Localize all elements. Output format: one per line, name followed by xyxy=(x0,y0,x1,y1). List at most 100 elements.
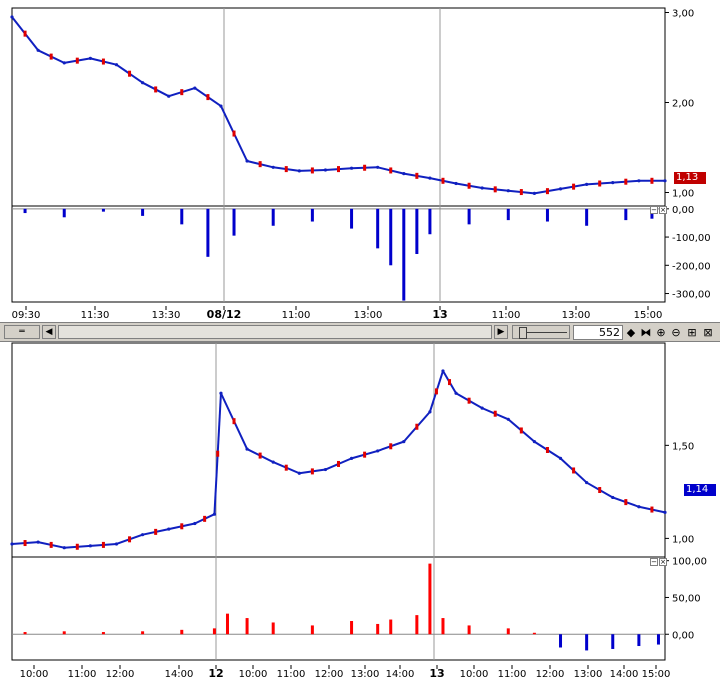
scroll-left-button[interactable]: ◀ xyxy=(42,325,56,339)
top-volume-bar xyxy=(350,208,354,229)
close-chart-icon[interactable]: ⊠ xyxy=(703,326,713,339)
top-price-panel[interactable] xyxy=(10,15,667,196)
zoom-slider-thumb[interactable] xyxy=(519,327,527,339)
bottom-price-point xyxy=(141,533,145,537)
top-volume-minimize-button[interactable]: − xyxy=(650,206,658,214)
bottom-price-up-tick xyxy=(128,536,132,543)
bottom-x-tick-label: 12 xyxy=(208,667,223,680)
bottom-price-up-tick xyxy=(624,499,628,506)
bottom-price-up-tick xyxy=(101,541,105,548)
top-volume-bar xyxy=(402,208,406,301)
top-x-tick-label: 11:30 xyxy=(81,310,110,321)
top-volume-bar xyxy=(271,208,275,226)
bottom-x-tick-label: 11:00 xyxy=(498,669,527,680)
zoom-slider[interactable] xyxy=(512,325,570,339)
bottom-volume-close-button[interactable]: × xyxy=(659,558,667,566)
bottom-price-point xyxy=(245,447,249,451)
bottom-volume-panel[interactable] xyxy=(12,563,665,651)
bottom-x-tick-label: 12:00 xyxy=(106,669,135,680)
bottom-x-tick-label: 15:00 xyxy=(642,669,671,680)
bottom-price-point xyxy=(167,527,171,531)
bottom-price-point xyxy=(88,544,92,548)
top-price-up-tick xyxy=(337,166,340,173)
top-price-up-tick xyxy=(519,189,523,196)
top-price-point xyxy=(663,179,667,183)
top-price-point xyxy=(219,104,223,108)
fit-end-icon[interactable]: ⧓ xyxy=(640,326,652,339)
bottom-x-tick-label: 13:00 xyxy=(351,669,380,680)
zoom-out-icon[interactable]: ⊖ xyxy=(671,326,681,339)
bottom-price-panel[interactable] xyxy=(10,369,667,550)
bottom-price-up-tick xyxy=(232,418,236,425)
bottom-x-tick-label: 13 xyxy=(429,667,444,680)
top-price-up-tick xyxy=(75,57,79,64)
top-x-tick-label: 13 xyxy=(432,308,447,321)
scroll-right-button[interactable]: ▶ xyxy=(494,325,508,339)
scroll-grip[interactable]: ═ xyxy=(4,325,40,339)
bottom-price-point xyxy=(349,456,354,460)
top-volume-bar xyxy=(180,208,184,225)
top-price-point xyxy=(558,187,563,191)
bottom-price-up-tick xyxy=(572,467,576,474)
bottom-volume-y-tick-label: 50,00 xyxy=(672,593,701,604)
scroll-track[interactable] xyxy=(58,325,492,339)
top-volume-bar xyxy=(62,208,66,218)
bottom-volume-minimize-button[interactable]: − xyxy=(650,558,658,566)
bottom-volume-bar xyxy=(225,613,229,635)
top-price-point xyxy=(297,169,301,173)
top-price-point xyxy=(141,81,145,85)
bottom-price-y-tick-label: 1,00 xyxy=(672,534,694,545)
top-price-up-tick xyxy=(572,183,576,190)
top-price-point xyxy=(454,181,458,186)
top-price-y-tick-label: 3,00 xyxy=(672,9,694,20)
bottom-x-tick-label: 12:00 xyxy=(315,669,344,680)
top-price-up-tick xyxy=(415,172,419,179)
zoom-in-icon[interactable]: ⊕ xyxy=(656,326,666,339)
bottom-volume-bar xyxy=(212,628,216,635)
bottom-x-tick-label: 10:00 xyxy=(460,669,489,680)
top-volume-bar xyxy=(585,208,589,226)
top-volume-bar xyxy=(389,208,393,266)
top-price-up-tick xyxy=(180,89,184,96)
top-volume-bar xyxy=(310,208,314,222)
bottom-price-up-tick xyxy=(258,452,262,459)
bottom-price-point xyxy=(114,542,119,546)
bottom-price-point xyxy=(454,391,458,395)
bottom-price-up-tick xyxy=(415,423,419,430)
zoom-value-field[interactable]: 552 xyxy=(573,325,623,340)
bottom-x-tick-label: 11:00 xyxy=(68,669,97,680)
top-price-point xyxy=(114,63,119,67)
bottom-price-up-tick xyxy=(519,427,523,434)
top-price-up-tick xyxy=(284,166,288,173)
bottom-price-up-tick xyxy=(493,410,497,417)
top-x-tick-label: 09:30 xyxy=(12,310,41,321)
bottom-volume-bar xyxy=(141,631,145,635)
top-volume-y-tick-label: -200,00 xyxy=(672,261,711,272)
top-price-up-tick xyxy=(206,94,210,101)
top-price-y-tick-label: 2,00 xyxy=(672,99,694,110)
top-volume-panel[interactable] xyxy=(12,208,665,301)
top-price-up-tick xyxy=(389,167,393,174)
bottom-price-up-tick xyxy=(545,447,549,453)
top-price-up-tick xyxy=(363,164,367,171)
bottom-x-tick-label: 12:00 xyxy=(536,669,565,680)
bottom-price-up-tick xyxy=(650,506,654,513)
top-price-up-tick xyxy=(232,130,236,137)
top-price-up-tick xyxy=(598,180,602,187)
bottom-price-up-tick xyxy=(216,450,220,457)
top-price-point xyxy=(532,191,537,195)
top-volume-close-button[interactable]: × xyxy=(659,206,667,214)
top-x-tick-label: 13:00 xyxy=(562,310,591,321)
zoom-arrows-icon[interactable]: ◆ xyxy=(626,326,636,339)
bottom-volume-bar xyxy=(310,625,314,635)
bottom-volume-bar xyxy=(245,618,249,635)
bottom-x-tick-label: 14:00 xyxy=(165,669,194,680)
bottom-price-up-tick xyxy=(448,379,452,386)
top-volume-bar xyxy=(101,208,105,212)
bottom-volume-bar xyxy=(611,634,615,649)
grid-icon[interactable]: ⊞ xyxy=(687,326,697,339)
top-volume-bar xyxy=(376,208,380,249)
bottom-price-up-tick xyxy=(598,487,602,494)
top-price-point xyxy=(376,165,380,169)
